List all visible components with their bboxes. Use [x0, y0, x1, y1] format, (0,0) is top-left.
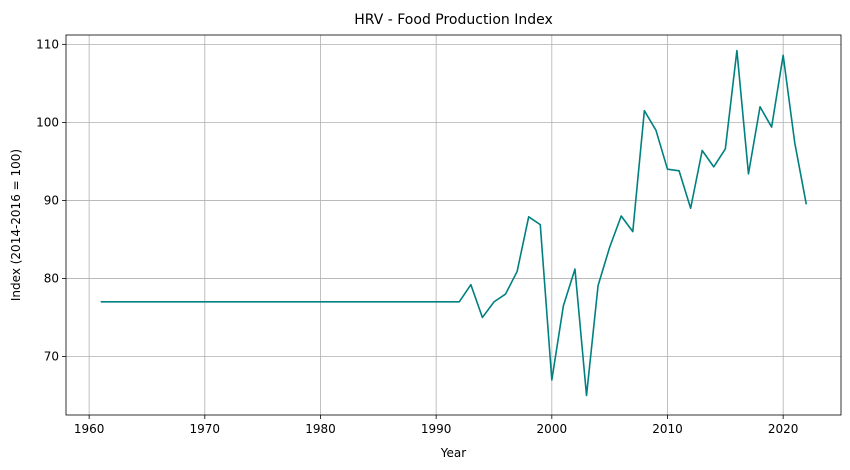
x-tick-label: 2010: [652, 422, 683, 436]
x-tick-label: 1990: [421, 422, 452, 436]
x-axis-label: Year: [440, 446, 466, 460]
y-axis-ticks: 70 80 90 100 110: [36, 37, 66, 363]
chart-title: HRV - Food Production Index: [354, 12, 553, 28]
y-tick-label: 110: [36, 37, 59, 51]
y-tick-label: 80: [44, 271, 59, 285]
x-tick-label: 1980: [305, 422, 336, 436]
y-tick-label: 100: [36, 115, 59, 129]
plot-frame: [65, 34, 842, 416]
x-tick-label: 2000: [537, 422, 568, 436]
x-tick-label: 2020: [768, 422, 799, 436]
series-line: [100, 49, 808, 397]
x-tick-label: 1960: [74, 422, 105, 436]
y-tick-label: 70: [44, 349, 59, 363]
x-tick-label: 1970: [190, 422, 221, 436]
x-axis-ticks: 1960 1970 1980 1990 2000 2010 2020: [74, 415, 799, 436]
y-tick-label: 90: [44, 193, 59, 207]
grid: [66, 35, 841, 415]
series-layer: [100, 49, 808, 397]
y-axis-label: Index (2014-2016 = 100): [9, 149, 23, 301]
